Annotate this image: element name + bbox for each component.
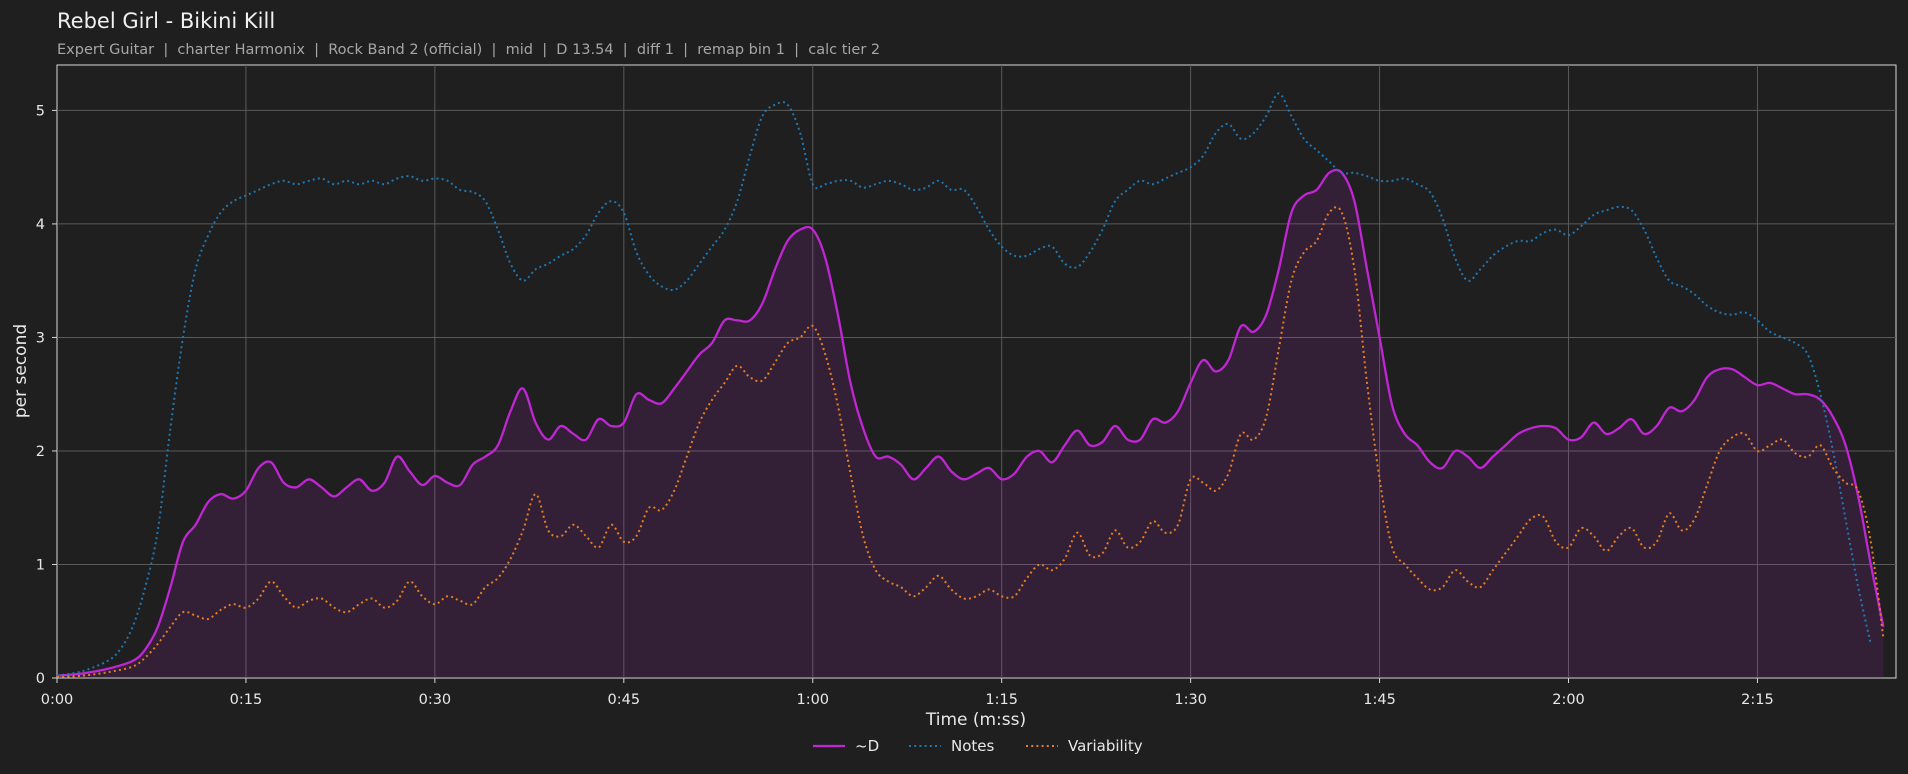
x-tick-label: 1:15 [985, 692, 1018, 708]
series-lines [56, 92, 1885, 678]
x-tick-label: 0:30 [419, 692, 452, 708]
x-tick-label: 0:00 [41, 692, 74, 708]
y-tick-label: 1 [36, 557, 45, 573]
y-axis-label: per second [11, 324, 31, 418]
x-tick-label: 2:15 [1741, 692, 1774, 708]
legend: ~D Notes Variability [813, 737, 1143, 755]
series-line-variability [56, 206, 1885, 678]
x-tick-label: 1:00 [796, 692, 829, 708]
chart-title: Rebel Girl - Bikini Kill [57, 9, 275, 33]
y-tick-label: 5 [36, 103, 45, 119]
x-tick-label: 0:45 [608, 692, 641, 708]
grid [57, 65, 1896, 678]
x-axis-ticks: 0:00 0:15 0:30 0:45 1:00 1:15 1:30 1:45 2:00 2:15 [41, 678, 1774, 708]
x-tick-label: 1:30 [1174, 692, 1207, 708]
legend-label-notes: Notes [951, 737, 995, 755]
series-fill [57, 169, 1884, 678]
y-axis-ticks: 0 1 2 3 4 5 [36, 103, 57, 687]
x-tick-label: 1:45 [1363, 692, 1396, 708]
y-tick-label: 4 [36, 217, 45, 233]
x-tick-label: 0:15 [230, 692, 263, 708]
plot-area [56, 64, 1897, 679]
series-line-notes [56, 92, 1872, 677]
legend-label-d: ~D [855, 737, 879, 755]
legend-label-variability: Variability [1068, 737, 1143, 755]
series-area-d [57, 169, 1884, 678]
x-axis-label: Time (m:ss) [925, 710, 1026, 730]
y-tick-label: 0 [36, 671, 45, 687]
series-line-d [56, 168, 1885, 677]
chart-subtitle: Expert Guitar | charter Harmonix | Rock … [57, 42, 880, 58]
y-tick-label: 3 [36, 330, 45, 346]
x-tick-label: 2:00 [1552, 692, 1585, 708]
y-tick-label: 2 [36, 444, 45, 460]
